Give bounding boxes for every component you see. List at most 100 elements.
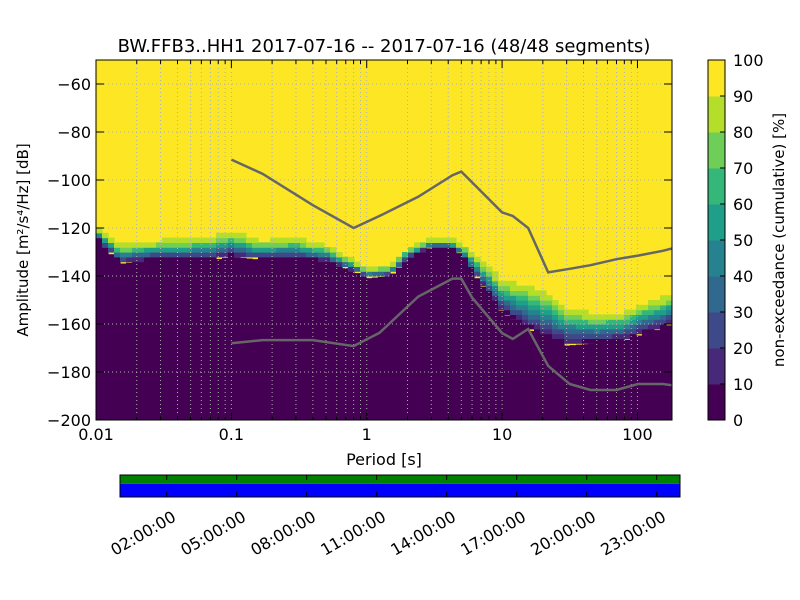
heatmap-cell xyxy=(534,324,541,330)
heatmap-cell xyxy=(204,252,211,258)
heatmap-cell xyxy=(180,247,187,253)
heatmap-cell xyxy=(204,242,211,248)
heatmap-cell xyxy=(540,328,547,335)
heatmap-cell xyxy=(588,319,595,325)
heatmap-cell xyxy=(660,314,667,320)
heatmap-cell xyxy=(648,300,655,306)
colorbar-segment xyxy=(708,168,725,205)
heatmap-cell xyxy=(324,252,331,258)
heatmap-cell xyxy=(528,324,535,330)
heatmap-cell xyxy=(594,314,601,320)
heatmap-cell xyxy=(468,261,475,267)
heatmap-cell xyxy=(114,247,121,253)
colorbar-segment xyxy=(708,60,725,97)
heatmap-cell xyxy=(264,247,271,253)
heatmap-cell xyxy=(642,314,649,320)
heatmap-cell xyxy=(138,252,145,258)
heatmap-cell xyxy=(666,325,672,420)
heatmap-cell xyxy=(558,309,565,315)
chart-title: BW.FFB3..HH1 2017-07-16 -- 2017-07-16 (4… xyxy=(118,36,651,57)
heatmap-cell xyxy=(240,247,247,253)
heatmap-cell xyxy=(534,304,541,311)
colorbar-tick-label: 80 xyxy=(733,123,753,142)
heatmap-cell xyxy=(540,290,547,296)
heatmap-cell xyxy=(642,319,649,325)
heatmap-cell xyxy=(258,242,265,248)
heatmap-cell xyxy=(198,256,205,263)
heatmap-cell xyxy=(222,252,229,258)
time-coverage-bar: 02:00:0005:00:0008:00:0011:00:0014:00:00… xyxy=(107,474,681,559)
heatmap-cell xyxy=(594,338,601,344)
heatmap-cell xyxy=(318,256,325,263)
heatmap-cell xyxy=(642,328,649,335)
heatmap-cell xyxy=(222,257,229,420)
heatmap-cell xyxy=(306,242,313,248)
heatmap-cell xyxy=(498,285,505,291)
coverage-tick-label: 02:00:00 xyxy=(107,507,179,559)
heatmap-cell xyxy=(606,328,613,335)
heatmap-cell xyxy=(330,247,337,253)
heatmap-cell xyxy=(264,256,271,263)
heatmap-cell xyxy=(294,252,301,258)
heatmap-cell xyxy=(234,257,241,420)
heatmap-cell xyxy=(618,338,625,344)
heatmap-cell xyxy=(552,340,559,420)
heatmap-cell xyxy=(120,256,127,263)
heatmap-cell xyxy=(150,252,157,258)
y-axis-label: Amplitude [m²/s⁴/Hz] [dB] xyxy=(14,143,32,336)
heatmap-cell xyxy=(138,256,145,263)
heatmap-cell xyxy=(228,242,235,248)
heatmap-cell xyxy=(492,302,499,420)
heatmap-cell xyxy=(228,252,235,258)
heatmap-cell xyxy=(126,242,133,248)
heatmap-cell xyxy=(510,295,517,301)
heatmap-cell xyxy=(138,242,145,248)
heatmap-cell xyxy=(102,237,109,243)
heatmap-cell xyxy=(486,271,493,277)
heatmap-cell xyxy=(600,319,607,325)
heatmap-cell xyxy=(534,328,541,335)
y-tick-label: −160 xyxy=(47,315,91,334)
heatmap-cell xyxy=(384,276,391,420)
heatmap-cell xyxy=(282,252,289,258)
heatmap-cell xyxy=(552,338,559,344)
heatmap-cell xyxy=(636,324,643,330)
heatmap-cell xyxy=(306,247,313,253)
colorbar-label: non-exceedance (cumulative) [%] xyxy=(770,113,788,367)
heatmap-cell xyxy=(624,324,631,330)
heatmap-cell xyxy=(210,237,217,243)
heatmap-cell xyxy=(648,304,655,311)
heatmap-cell xyxy=(630,328,637,335)
heatmap-cell xyxy=(372,266,379,272)
heatmap-cell xyxy=(654,324,661,330)
heatmap-cell xyxy=(504,280,511,287)
heatmap-cell xyxy=(510,304,517,311)
heatmap-cell xyxy=(114,260,121,420)
heatmap-cell xyxy=(378,276,385,420)
heatmap-cell xyxy=(468,256,475,263)
heatmap-cell xyxy=(588,338,595,344)
heatmap-cell xyxy=(180,252,187,258)
heatmap-cell xyxy=(474,266,481,272)
heatmap-cell xyxy=(522,300,529,306)
heatmap-cell xyxy=(354,261,361,267)
heatmap-cell xyxy=(438,242,445,248)
heatmap-cell xyxy=(276,252,283,258)
heatmap-cell xyxy=(198,247,205,253)
heatmap-cell xyxy=(312,252,319,258)
heatmap-cell xyxy=(390,261,397,267)
heatmap-cell xyxy=(528,295,535,301)
heatmap-cell xyxy=(372,271,379,277)
heatmap-cell xyxy=(546,328,553,335)
heatmap-cell xyxy=(540,336,547,420)
heatmap-cell xyxy=(552,324,559,330)
heatmap-cell xyxy=(204,256,211,263)
heatmap-cell xyxy=(594,343,601,420)
heatmap-cell xyxy=(600,324,607,330)
heatmap-cell xyxy=(312,247,319,253)
heatmap-cell xyxy=(510,314,517,320)
heatmap-cell xyxy=(108,254,115,420)
heatmap-cell xyxy=(246,258,253,420)
heatmap-cell xyxy=(570,333,577,339)
heatmap-cell xyxy=(372,277,379,420)
